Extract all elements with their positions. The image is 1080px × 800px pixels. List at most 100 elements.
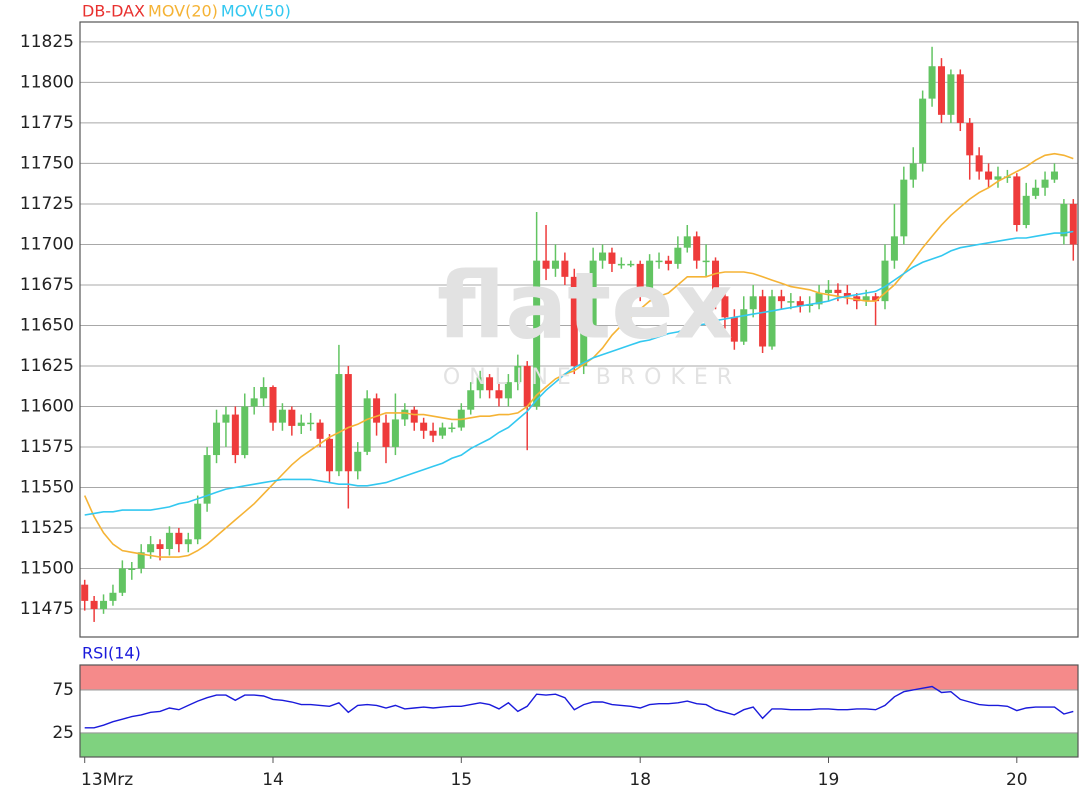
y-tick-label: 11650 xyxy=(20,315,74,335)
y-tick-label: 11550 xyxy=(20,477,74,497)
candle-body xyxy=(730,317,738,342)
candle-body xyxy=(834,289,842,294)
candle-body xyxy=(956,74,964,123)
y-tick-label: 11725 xyxy=(20,194,74,214)
y-tick-label: 11800 xyxy=(20,72,74,92)
candle-body xyxy=(438,427,446,436)
candle-body xyxy=(759,296,767,347)
candle-body xyxy=(1050,171,1058,180)
candle-body xyxy=(919,98,927,164)
candle-body xyxy=(721,296,729,318)
candle-body xyxy=(137,552,145,569)
candle-body xyxy=(900,179,908,237)
candle-body xyxy=(401,409,409,420)
candle-body xyxy=(382,422,390,447)
candle-body xyxy=(335,374,343,472)
x-tick-label: 19 xyxy=(818,770,840,790)
candle-body xyxy=(627,263,635,266)
y-tick-label: 11825 xyxy=(20,32,74,52)
candle-body xyxy=(862,296,870,302)
candle-body xyxy=(551,260,559,269)
candle-body xyxy=(589,260,597,326)
y-tick-label: 11625 xyxy=(20,356,74,376)
candle-body xyxy=(966,122,974,156)
y-tick-label: 11775 xyxy=(20,113,74,133)
watermark-tagline: ONLINE BROKER xyxy=(443,365,741,390)
candle-body xyxy=(928,66,936,99)
candle-body xyxy=(1041,179,1049,188)
candle-body xyxy=(749,296,757,310)
y-tick-label: 11525 xyxy=(20,518,74,538)
candle-body xyxy=(787,301,795,303)
legend-label: MOV(20) xyxy=(148,2,218,21)
candle-body xyxy=(570,276,578,366)
candle-body xyxy=(231,414,239,456)
rsi-line xyxy=(84,685,1074,729)
candle-body xyxy=(241,406,249,456)
candle-body xyxy=(872,296,880,302)
candle-body xyxy=(617,263,625,266)
candle-body xyxy=(316,422,324,439)
watermark: flatex ONLINE BROKER xyxy=(437,252,741,390)
candle-body xyxy=(354,451,362,472)
legend-label: MOV(50) xyxy=(221,2,291,21)
y-tick-label: 11475 xyxy=(20,599,74,619)
candle-body xyxy=(81,584,89,601)
candle-body xyxy=(514,365,522,383)
legend-label: DB-DAX xyxy=(82,2,145,21)
watermark-logo: flatex xyxy=(437,252,733,359)
candle-body xyxy=(768,296,776,347)
zone-band xyxy=(79,732,1079,758)
candle-body xyxy=(693,236,701,261)
candle-body xyxy=(655,260,663,263)
candle-body xyxy=(580,325,588,366)
candle-body xyxy=(307,422,315,425)
candle-body xyxy=(796,301,804,307)
candle-body xyxy=(184,539,192,545)
candle-body xyxy=(420,422,428,431)
candle-body xyxy=(429,430,437,436)
y-tick-label: 11700 xyxy=(20,234,74,254)
candle-body xyxy=(937,66,945,115)
candle-body xyxy=(1032,187,1040,196)
plot-border xyxy=(79,21,1079,638)
candle-body xyxy=(486,377,494,391)
x-tick-label: 14 xyxy=(262,770,284,790)
candle-body xyxy=(712,260,720,297)
candle-body xyxy=(90,600,98,609)
plot-area xyxy=(80,22,1078,637)
candle-body xyxy=(476,377,484,391)
plot-border xyxy=(79,664,1079,758)
candle-body xyxy=(194,503,202,540)
candle-body xyxy=(636,263,644,294)
candle-body xyxy=(373,398,381,423)
candle-body xyxy=(278,409,286,423)
candle-body xyxy=(326,438,333,472)
candle-body xyxy=(156,544,164,550)
candle-body xyxy=(495,390,503,399)
y-tick-label: 75 xyxy=(52,680,74,700)
candle-body xyxy=(599,252,607,261)
moving-average-line xyxy=(84,230,1074,516)
candle-body xyxy=(843,293,851,297)
candle-body xyxy=(947,74,955,115)
candle-body xyxy=(100,600,108,609)
candle-body xyxy=(165,532,173,550)
candle-body xyxy=(203,455,211,504)
candle-body xyxy=(344,374,352,472)
x-tick-label: 13Mrz xyxy=(81,770,133,790)
candle-body xyxy=(674,247,682,264)
candle-body xyxy=(702,260,710,263)
candle-body xyxy=(533,260,541,407)
zone-band xyxy=(79,664,1079,691)
candle-body xyxy=(1069,203,1077,245)
candle-body xyxy=(608,252,616,264)
candle-body xyxy=(994,176,1002,180)
y-tick-label: 11600 xyxy=(20,396,74,416)
x-tick-label: 18 xyxy=(629,770,651,790)
candle-body xyxy=(448,427,456,430)
candle-body xyxy=(683,236,691,248)
candle-body xyxy=(777,296,785,302)
candle-body xyxy=(1013,176,1021,226)
